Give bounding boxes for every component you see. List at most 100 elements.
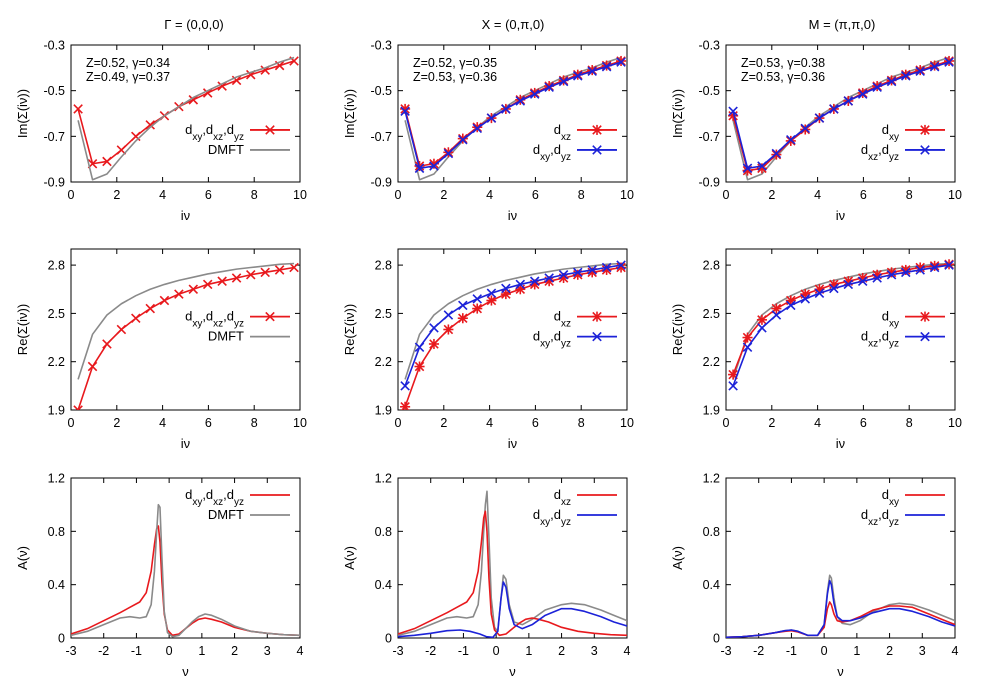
y-tick-label: 1.9 [375,404,392,418]
x-tick-label: 4 [486,416,493,430]
legend-label: dxz,dyz [861,142,899,163]
y-tick-label: -0.3 [370,39,392,53]
x-tick-label: 2 [113,416,120,430]
series-line [77,56,295,181]
data-point [486,288,497,299]
x-tick-label: -3 [65,644,76,658]
y-tick-label: 0 [385,632,392,646]
data-point [400,381,410,391]
data-point [414,342,425,352]
x-tick-label: 6 [860,416,867,430]
data-point [217,276,227,286]
data-point [428,338,439,350]
x-tick-label: 6 [532,188,539,202]
x-tick-label: 10 [293,188,307,202]
y-tick-label: 0.8 [375,525,392,539]
data-point [587,66,597,77]
data-point [529,89,540,99]
y-tick-label: 1.9 [703,404,720,418]
x-tick-label: 0 [68,188,75,202]
series-line [404,56,622,181]
y-tick-label: 1.2 [375,472,392,486]
x-tick-label: 10 [620,188,634,202]
data-point [900,71,911,81]
series-line [77,266,295,410]
y-tick-label: 1.9 [48,404,65,418]
legend-label: dxy,dyz [533,507,571,528]
data-point [443,148,454,159]
x-tick-label: 4 [159,416,166,430]
x-tick-label: 0 [395,416,402,430]
x-tick-label: 10 [620,416,634,430]
data-point [245,269,256,280]
column-title-m: M = (π,π,0) [809,17,876,32]
x-tick-label: 10 [948,188,962,202]
data-point [601,60,612,71]
data-point [814,288,825,299]
data-point [920,331,930,342]
data-point [929,61,940,72]
y-tick-label: -0.7 [370,130,392,144]
data-point [529,276,540,286]
data-point [929,262,940,273]
data-point [756,163,767,174]
x-axis-label: iν [836,208,845,223]
data-point [742,332,753,343]
legend-label: dxy [882,309,899,330]
data-point [616,55,627,67]
x-tick-label: 0 [821,644,828,658]
series-group [400,260,627,410]
data-point [501,283,511,294]
data-point [572,71,583,81]
data-point [616,260,626,270]
data-point [457,133,468,144]
data-point [757,161,767,171]
data-point [515,279,526,290]
annotation: Z=0.53, γ=0.36 [741,70,825,84]
data-point [400,401,411,410]
series-group [73,56,299,181]
annotation: Z=0.53, γ=0.36 [413,70,497,84]
y-tick-label: 2.2 [703,355,720,369]
data-point [414,361,425,372]
x-tick-label: 3 [591,644,598,658]
x-tick-label: 8 [251,416,258,430]
x-axis-label: iν [508,436,517,451]
data-point [872,273,882,283]
x-axis-label: ν [509,664,516,679]
data-point [472,294,482,304]
y-axis-label: Re(Σ(iν)) [342,304,357,355]
x-tick-label: 6 [205,416,212,430]
series-line [398,581,627,638]
annotation: Z=0.52, γ=0.34 [86,56,170,70]
data-point [231,273,242,283]
data-point [131,131,141,142]
x-tick-label: 1 [198,644,205,658]
series-line [77,262,295,380]
annotation: Z=0.53, γ=0.38 [741,56,825,70]
series-group [73,262,299,410]
data-point [919,124,931,135]
legend-label: dxy,dxz,dyz [185,487,244,508]
plot-frame [70,248,301,411]
data-point [501,104,511,114]
data-point [73,104,83,114]
legend-label: dxz [554,487,571,508]
x-tick-label: 6 [860,188,867,202]
x-tick-label: -3 [720,644,731,658]
data-point [260,267,270,278]
series-group [728,55,955,181]
x-tick-label: 6 [205,188,212,202]
data-point [728,381,738,391]
y-tick-label: -0.5 [43,84,65,98]
annotation: Z=0.49, γ=0.37 [86,70,170,84]
data-point [457,313,468,324]
legend-label: DMFT [208,142,244,157]
data-point [872,82,882,93]
data-point [87,361,98,372]
data-point [500,289,511,300]
plot-frame [397,477,628,639]
x-tick-label: 8 [251,188,258,202]
data-point [886,269,897,280]
legend-label: DMFT [208,507,244,522]
